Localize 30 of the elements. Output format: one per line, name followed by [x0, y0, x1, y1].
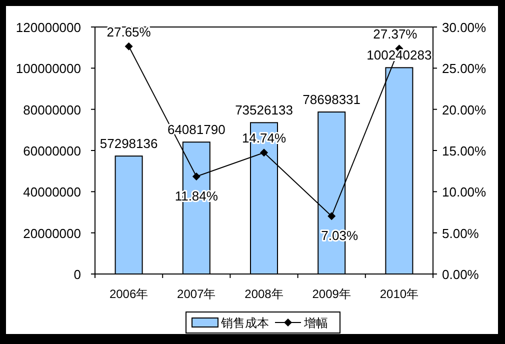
x-tick-label: 2009年	[312, 287, 351, 301]
y2-tick-label: 5.00%	[442, 226, 480, 241]
data-label: 27.65%	[106, 24, 152, 40]
y2-tick-label: 30.00%	[442, 20, 487, 35]
y2-tick-label: 0.00%	[442, 267, 480, 282]
point	[124, 42, 133, 50]
x-tick-label: 2007年	[177, 287, 216, 301]
y2-tick-label: 15.00%	[442, 144, 487, 158]
y2-tick-label: 25.00%	[442, 61, 487, 76]
y-tick-label: 100000000	[16, 61, 81, 76]
y-tick-label: 0	[74, 267, 81, 282]
data-label: 73526133	[235, 102, 293, 118]
y-tick-label: 40000000	[23, 184, 81, 200]
x-tick-label: 2008年	[244, 287, 284, 301]
data-label: 57298136	[100, 136, 158, 152]
point	[328, 212, 336, 220]
y-tick-label: 60000000	[23, 144, 81, 158]
data-label: 27.37%	[373, 26, 418, 42]
legend-label: 增幅	[303, 316, 328, 330]
legend-label: 销售成本	[220, 316, 269, 330]
y-tick-label: 80000000	[23, 102, 81, 118]
y-tick-label: 20000000	[23, 226, 81, 241]
y2-tick-label: 20.00%	[442, 102, 487, 118]
y2-tick-label: 10.00%	[442, 184, 487, 200]
point	[260, 148, 268, 157]
x-tick-label: 2006年	[109, 287, 148, 301]
y-tick-label: 120000000	[16, 20, 81, 35]
x-tick-label: 2010年	[380, 287, 419, 301]
point	[192, 172, 200, 181]
data-label: 78698331	[302, 92, 361, 108]
